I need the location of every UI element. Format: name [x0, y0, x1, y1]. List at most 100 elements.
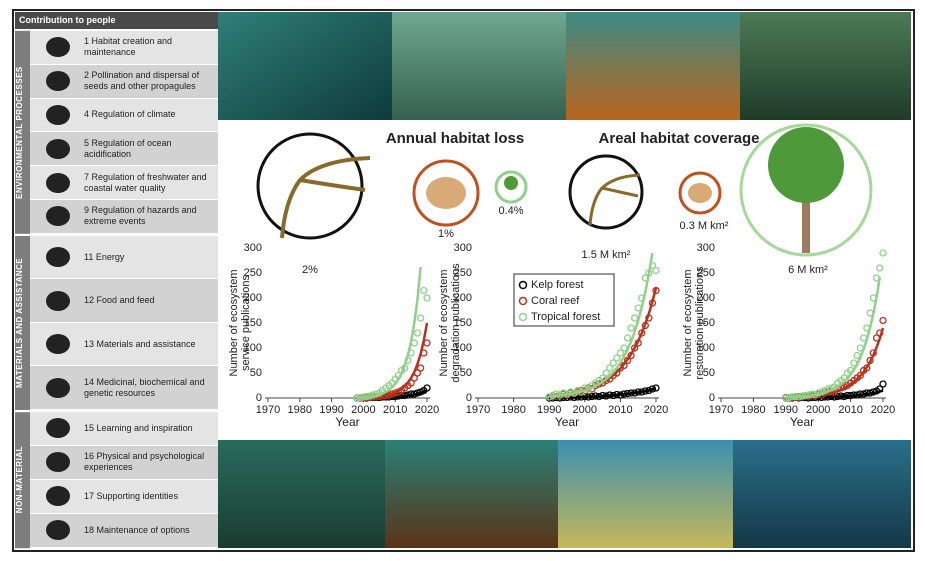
- y-axis-label: service publications: [240, 275, 252, 371]
- data-point: [876, 264, 884, 272]
- icon: [46, 172, 70, 193]
- data-point: [630, 344, 639, 352]
- icon: [46, 520, 70, 541]
- data-point: [595, 392, 603, 401]
- legend-label: Kelp forest: [531, 279, 584, 291]
- x-tick-label: 2020: [871, 404, 895, 416]
- item: 17 Supporting identities: [30, 479, 218, 514]
- item-text: 9 Regulation of hazards and extreme even…: [84, 205, 197, 227]
- legend-marker: [518, 312, 528, 322]
- item: 13 Materials and assistance: [30, 322, 218, 367]
- kelp-circle: [568, 154, 644, 230]
- item-text: 15 Learning and inspiration: [84, 422, 193, 433]
- data-point: [630, 389, 639, 397]
- item: 2 Pollination and dispersal of seeds and…: [30, 64, 218, 99]
- data-point: [869, 388, 877, 396]
- data-point: [648, 261, 657, 270]
- data-point: [591, 392, 600, 400]
- x-tick-label: 1970: [466, 404, 490, 416]
- data-point: [879, 249, 887, 257]
- data-point: [824, 385, 832, 393]
- item-text: 1 Habitat creation and maintenance: [84, 36, 173, 58]
- data-point: [420, 286, 428, 295]
- legend-marker: [518, 280, 528, 290]
- kelp-icon: [280, 156, 371, 239]
- data-point: [423, 384, 431, 392]
- x-tick-label: 1980: [501, 404, 525, 416]
- y-tick-label: 150: [454, 317, 472, 329]
- data-point: [407, 379, 415, 387]
- data-point: [630, 314, 639, 322]
- sidebar-header: Contribution to people: [15, 12, 218, 29]
- data-point: [652, 266, 660, 275]
- data-point: [545, 393, 553, 401]
- loss-label: 2%: [302, 264, 318, 276]
- item: 12 Food and feed: [30, 279, 218, 323]
- y-tick-label: 100: [454, 342, 472, 354]
- data-point: [574, 386, 582, 395]
- tree-icon: [504, 176, 518, 190]
- y-tick-label: 200: [244, 292, 262, 304]
- x-tick-label: 2020: [415, 404, 439, 416]
- data-point: [559, 389, 568, 397]
- item: 16 Physical and psychological experience…: [30, 445, 218, 480]
- data-point: [641, 274, 649, 282]
- y-tick-label: 150: [697, 317, 715, 329]
- data-point: [566, 388, 575, 396]
- data-point: [616, 349, 625, 357]
- data-point: [859, 334, 868, 342]
- y-axis-label: Number of ecosystem: [228, 270, 240, 377]
- tree-icon: [802, 185, 810, 253]
- data-point: [362, 392, 371, 401]
- data-point: [634, 388, 642, 396]
- data-point: [602, 369, 610, 377]
- item-text: 11 Energy: [84, 251, 125, 262]
- data-point: [876, 329, 884, 337]
- item: 7 Regulation of freshwater and coastal w…: [30, 166, 218, 200]
- item-text: 4 Regulation of climate: [84, 109, 176, 120]
- data-point: [869, 294, 877, 302]
- data-point: [652, 384, 660, 392]
- y-axis-label: restoration publications: [694, 266, 706, 380]
- item-text: 13 Materials and assistance: [84, 338, 196, 349]
- data-point: [620, 390, 628, 398]
- data-point: [407, 349, 415, 357]
- icon: [46, 71, 70, 92]
- photo: [218, 12, 392, 120]
- icon: [46, 138, 70, 159]
- data-point: [627, 351, 635, 360]
- photo: [566, 12, 740, 120]
- group: NON-MATERIAL 15 Learning and inspiration 1…: [15, 409, 218, 548]
- data-point: [616, 391, 625, 399]
- y-axis-label: Number of ecosystem: [438, 270, 450, 377]
- data-point: [645, 269, 653, 277]
- data-point: [423, 339, 431, 347]
- data-point: [623, 334, 632, 342]
- data-point: [627, 389, 635, 397]
- x-axis-label: Year: [790, 415, 814, 429]
- data-point: [648, 299, 657, 307]
- data-point: [648, 385, 657, 393]
- data-point: [866, 389, 874, 397]
- data-point: [627, 324, 635, 332]
- item: 9 Regulation of hazards and extreme even…: [30, 199, 218, 234]
- data-point: [404, 356, 412, 365]
- data-point: [856, 344, 864, 352]
- icon: [46, 104, 70, 125]
- data-point: [801, 391, 809, 400]
- data-point: [416, 314, 425, 322]
- photo: [558, 440, 733, 548]
- y-tick-label: 0: [466, 392, 472, 404]
- group-items: 11 Energy 12 Food and feed 13 Materials an…: [30, 235, 218, 410]
- x-axis-label: Year: [555, 415, 579, 429]
- sidebar: Contribution to people ENVIRONMENTAL PRO…: [15, 12, 218, 548]
- data-point: [641, 321, 649, 330]
- item: 4 Regulation of climate: [30, 98, 218, 133]
- y-tick-label: 250: [697, 267, 715, 279]
- x-axis-label: Year: [335, 415, 359, 429]
- y-tick-label: 300: [244, 242, 262, 254]
- y-tick-label: 200: [697, 292, 715, 304]
- data-point: [609, 391, 617, 400]
- y-tick-label: 250: [244, 267, 262, 279]
- icon: [46, 418, 70, 439]
